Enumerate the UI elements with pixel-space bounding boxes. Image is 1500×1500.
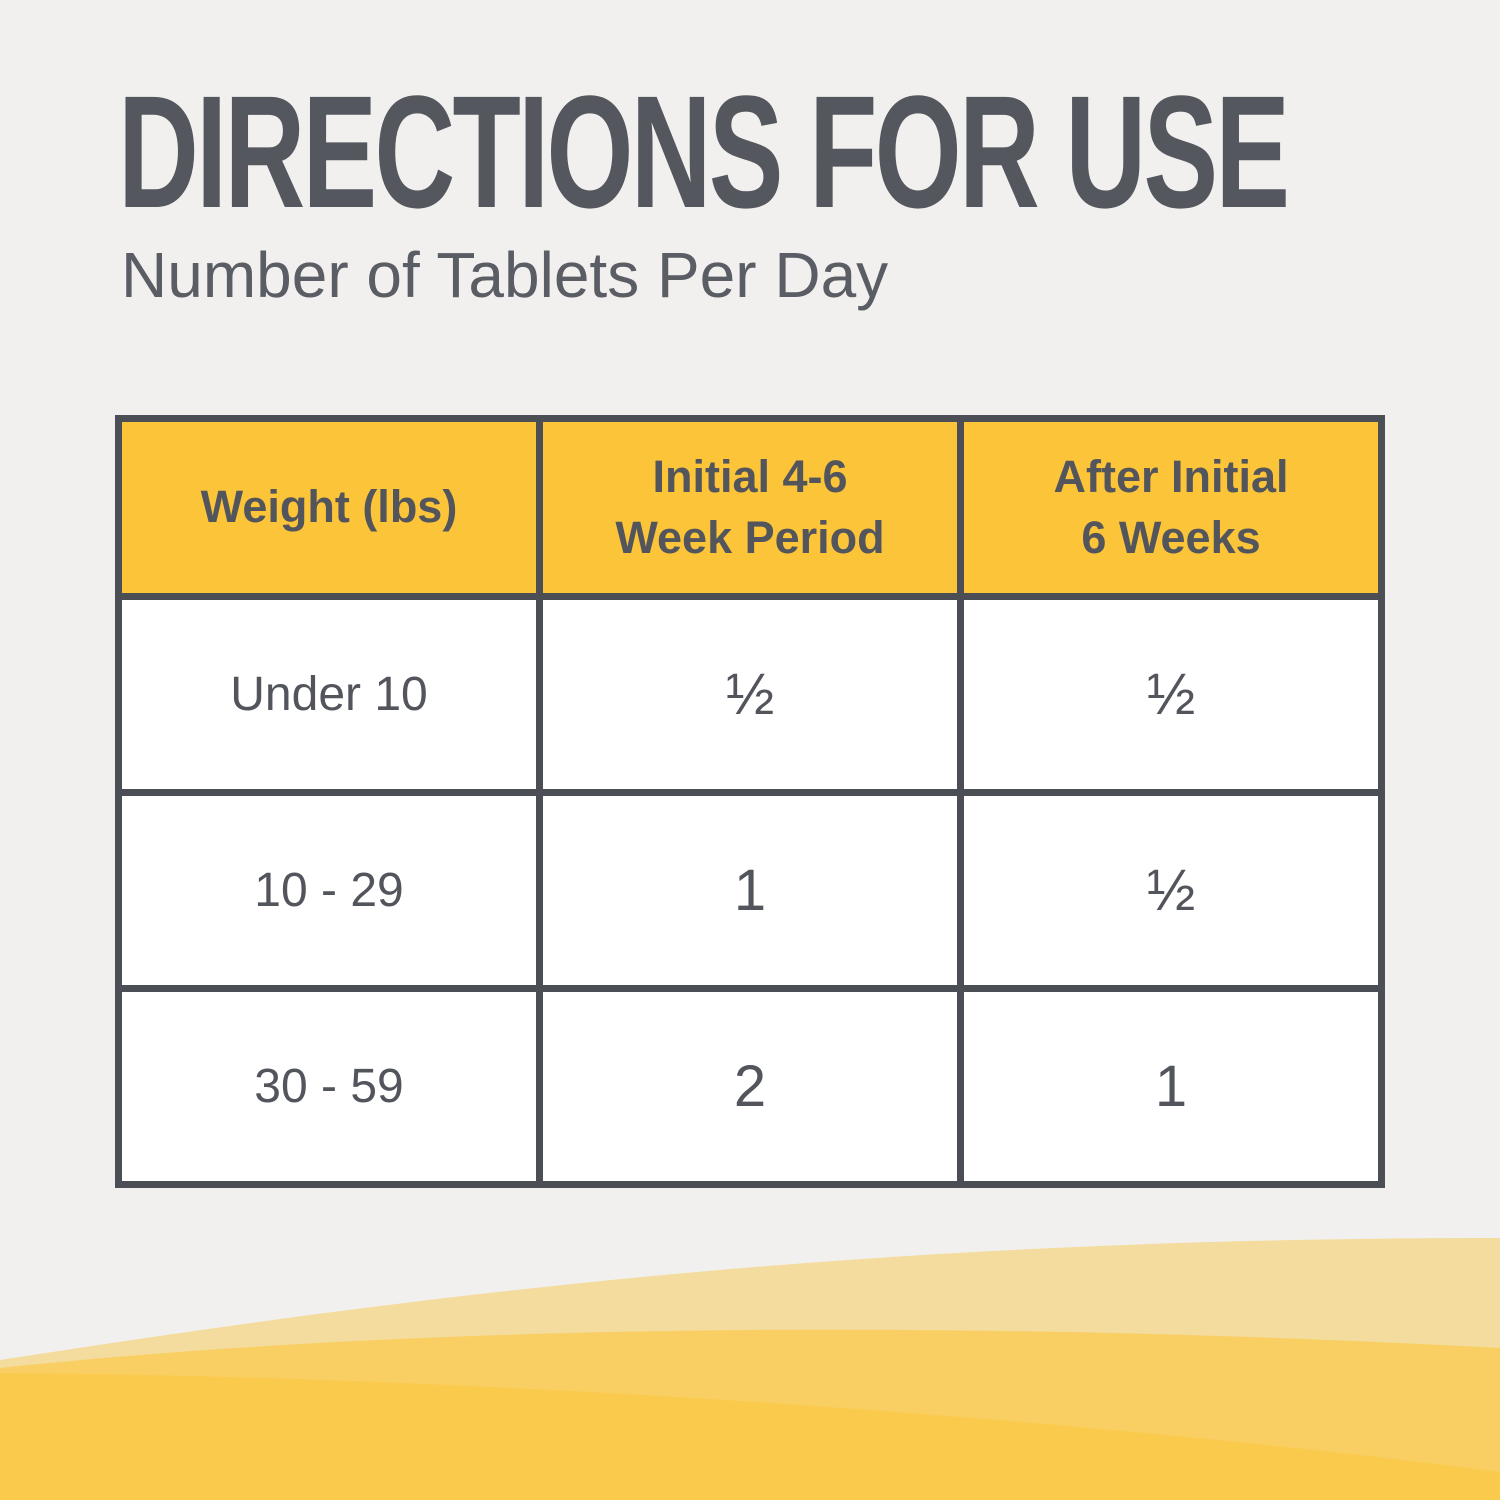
table-row: 10 - 29 1 ½	[115, 789, 1385, 992]
header-line: Week Period	[615, 511, 885, 563]
initial-dose-cell: 2	[536, 985, 964, 1188]
header-cell-weight: Weight (lbs)	[115, 415, 543, 600]
header-line: After Initial	[1053, 450, 1289, 502]
after-dose-cell: 1	[957, 985, 1385, 1188]
table-row: 30 - 59 2 1	[115, 985, 1385, 1188]
after-dose-cell: ½	[957, 789, 1385, 992]
dosage-table-body: Under 10 ½ ½ 10 - 29 1 ½ 30 - 59 2 1	[115, 593, 1385, 1188]
header-cell-after-initial: After Initial 6 Weeks	[957, 415, 1385, 600]
bottom-waves-decoration	[0, 1238, 1500, 1500]
header-cell-initial-period: Initial 4-6 Week Period	[536, 415, 964, 600]
table-row: Under 10 ½ ½	[115, 593, 1385, 796]
weight-range-cell: 10 - 29	[115, 789, 543, 992]
header-line: Initial 4-6	[652, 450, 848, 502]
header-line: Weight (lbs)	[200, 481, 458, 533]
weight-range-cell: Under 10	[115, 593, 543, 796]
page-title: DIRECTIONS FOR USE	[118, 62, 1290, 241]
initial-dose-cell: 1	[536, 789, 964, 992]
weight-range-cell: 30 - 59	[115, 985, 543, 1188]
dosage-table: Weight (lbs) Initial 4-6 Week Period Aft…	[115, 415, 1385, 1188]
wave-deep-layer	[0, 1373, 1500, 1500]
dosage-table-header: Weight (lbs) Initial 4-6 Week Period Aft…	[115, 415, 1385, 600]
initial-dose-cell: ½	[536, 593, 964, 796]
after-dose-cell: ½	[957, 593, 1385, 796]
header-line: 6 Weeks	[1081, 511, 1261, 563]
header-row: Weight (lbs) Initial 4-6 Week Period Aft…	[115, 415, 1385, 600]
page-subtitle: Number of Tablets Per Day	[121, 239, 889, 311]
